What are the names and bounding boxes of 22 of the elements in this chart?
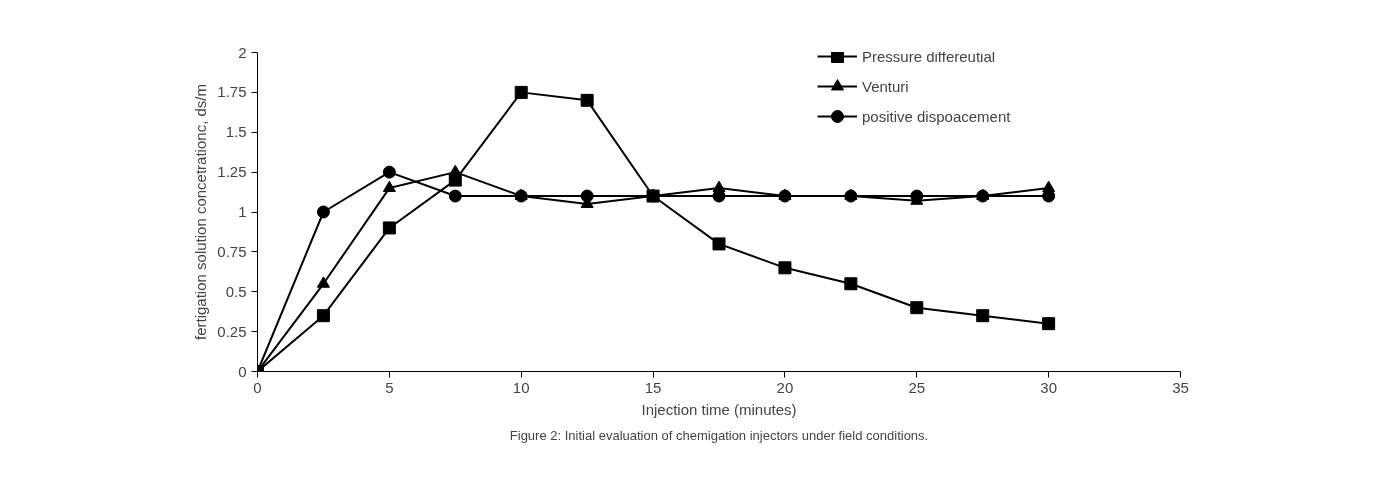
y-tick-label: 0 <box>238 362 247 380</box>
legend-label: Venturi <box>862 77 909 95</box>
y-tick-label: 1.5 <box>225 123 247 141</box>
y-tick-label: 2 <box>238 43 247 61</box>
caption: Figure 2: Initial evaluation of chemigation injectors under field conditions. <box>509 427 929 443</box>
y-tick-label: 1 <box>238 203 247 220</box>
y-tick-label: 0.5 <box>225 282 247 300</box>
x-tick-label: 20 <box>776 378 794 396</box>
x-tick-label: 35 <box>1172 378 1189 396</box>
y-axis-title: fertigation solution concetrationc, ds/m <box>192 84 210 340</box>
y-tick-label: 0.25 <box>217 322 247 340</box>
y-tick-label: 1.25 <box>217 163 247 181</box>
x-axis-title: Injection time (minutes) <box>641 400 797 418</box>
x-tick-label: 25 <box>908 378 926 396</box>
x-tick-label: 5 <box>385 378 394 396</box>
legend-label: positive dispoacement <box>862 107 1011 125</box>
y-tick-label: 1.75 <box>217 83 247 101</box>
x-tick-label: 15 <box>644 378 662 396</box>
y-tick-label: 0.75 <box>217 242 247 260</box>
x-tick-label: 0 <box>253 378 262 396</box>
x-tick-label: 10 <box>512 378 530 396</box>
x-tick-label: 30 <box>1040 378 1057 396</box>
